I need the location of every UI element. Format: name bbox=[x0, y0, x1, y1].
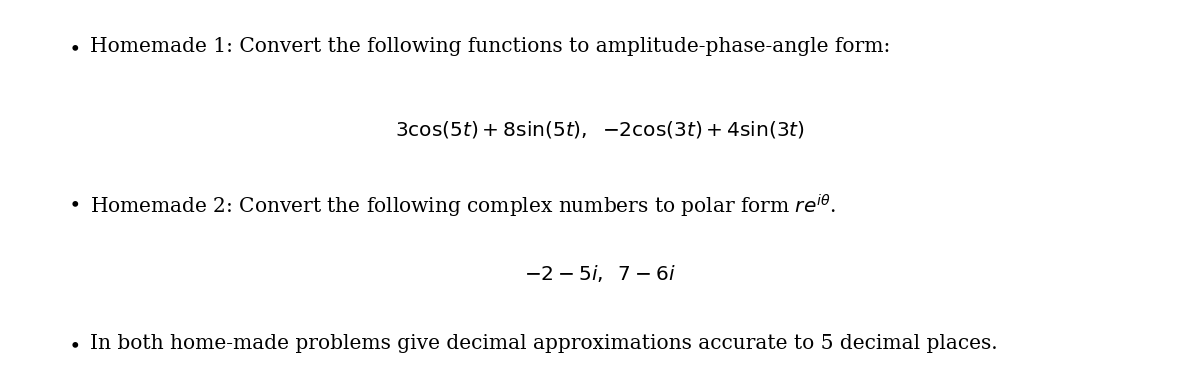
Text: $\bullet$: $\bullet$ bbox=[68, 193, 79, 212]
Text: $\bullet$: $\bullet$ bbox=[68, 334, 79, 353]
Text: Homemade 2: Convert the following complex numbers to polar form $re^{i\theta}$.: Homemade 2: Convert the following comple… bbox=[90, 193, 836, 220]
Text: $3\cos(5t) + 8\sin(5t), \;\; {-2}\cos(3t) + 4\sin(3t)$: $3\cos(5t) + 8\sin(5t), \;\; {-2}\cos(3t… bbox=[395, 119, 805, 140]
Text: In both home-made problems give decimal approximations accurate to 5 decimal pla: In both home-made problems give decimal … bbox=[90, 334, 997, 353]
Text: Homemade 1: Convert the following functions to amplitude-phase-angle form:: Homemade 1: Convert the following functi… bbox=[90, 37, 890, 56]
Text: $-2 - 5i, \;\; 7 - 6i$: $-2 - 5i, \;\; 7 - 6i$ bbox=[524, 263, 676, 285]
Text: $\bullet$: $\bullet$ bbox=[68, 37, 79, 56]
